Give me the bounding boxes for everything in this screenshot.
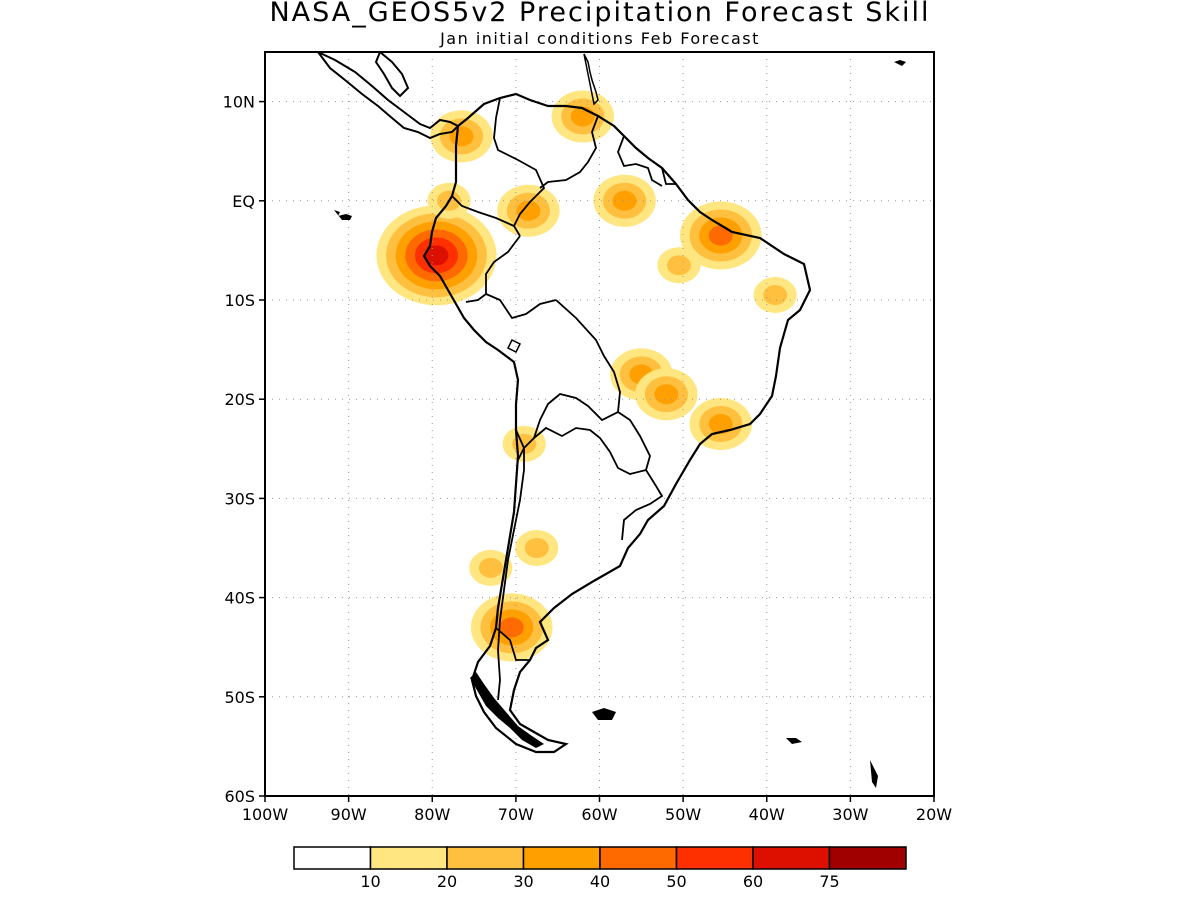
country-borders (451, 97, 676, 701)
legend-label: 75 (819, 872, 839, 891)
coastline-layer (317, 52, 906, 788)
lon-tick-label: 60W (581, 805, 617, 824)
legend-label: 60 (743, 872, 763, 891)
legend-label: 40 (590, 872, 610, 891)
lon-tick-label: 80W (414, 805, 450, 824)
legend-swatch (752, 846, 831, 870)
skill-patch (524, 538, 549, 558)
lat-tick-label: EQ (232, 192, 255, 211)
lon-tick-label: 90W (331, 805, 367, 824)
south-georgia (786, 738, 802, 744)
lon-tick-label: 100W (242, 805, 289, 824)
central-america-coastline (317, 52, 460, 140)
skill-patch (708, 225, 733, 246)
lon-tick-label: 30W (832, 805, 868, 824)
falkland-islands (592, 708, 616, 720)
south-america-coastline (422, 92, 812, 754)
atlantic-islands (870, 60, 906, 788)
lat-tick-label: 30S (224, 489, 255, 508)
legend-label: 10 (360, 872, 380, 891)
skill-patch (666, 255, 691, 276)
lon-tick-label: 20W (916, 805, 952, 824)
lat-tick-label: 10S (224, 291, 255, 310)
lat-tick-label: 40S (224, 589, 255, 608)
legend-swatch (675, 846, 754, 870)
legend-label: 20 (437, 872, 457, 891)
legend-swatch (369, 846, 448, 870)
caribbean-islands (583, 53, 599, 106)
lat-tick-label: 60S (224, 787, 255, 806)
galapagos-islands (334, 210, 352, 220)
map-title: NASA_GEOS5v2 Precipitation Forecast Skil… (269, 0, 931, 28)
skill-patch (478, 557, 503, 578)
legend-swatch (293, 846, 372, 870)
skill-patch (612, 190, 637, 211)
lon-tick-label: 70W (498, 805, 534, 824)
lat-tick-label: 10N (223, 93, 255, 112)
yucatan-coastline (374, 52, 410, 98)
skill-patch (499, 617, 524, 638)
legend-swatch (599, 846, 678, 870)
lat-tick-label: 20S (224, 390, 255, 409)
skill-patch (424, 245, 449, 266)
skill-patch (654, 384, 679, 405)
lon-tick-label: 50W (665, 805, 701, 824)
gridlines (265, 52, 934, 796)
skill-patch (449, 126, 474, 147)
legend-swatch (446, 846, 525, 870)
legend-label: 50 (666, 872, 686, 891)
legend-swatch (522, 846, 601, 870)
map-subtitle: Jan initial conditions Feb Forecast (440, 29, 760, 48)
lon-tick-label: 40W (749, 805, 785, 824)
skill-shading-layer (376, 90, 797, 662)
legend-label: 30 (513, 872, 533, 891)
skill-patch (708, 414, 733, 434)
tierra-del-fuego-islands (470, 672, 544, 748)
axis-ticks: 100W 90W 80W 70W 60W 50W 40W 30W 20W 10N EQ 10S 20S 3… (223, 93, 953, 824)
lat-tick-label: 50S (224, 688, 255, 707)
legend-swatch (828, 846, 907, 870)
skill-patch (516, 200, 541, 221)
color-legend: 10 20 30 40 50 60 75 (293, 846, 907, 891)
skill-patch (763, 285, 788, 306)
lake-titicaca (506, 338, 522, 354)
